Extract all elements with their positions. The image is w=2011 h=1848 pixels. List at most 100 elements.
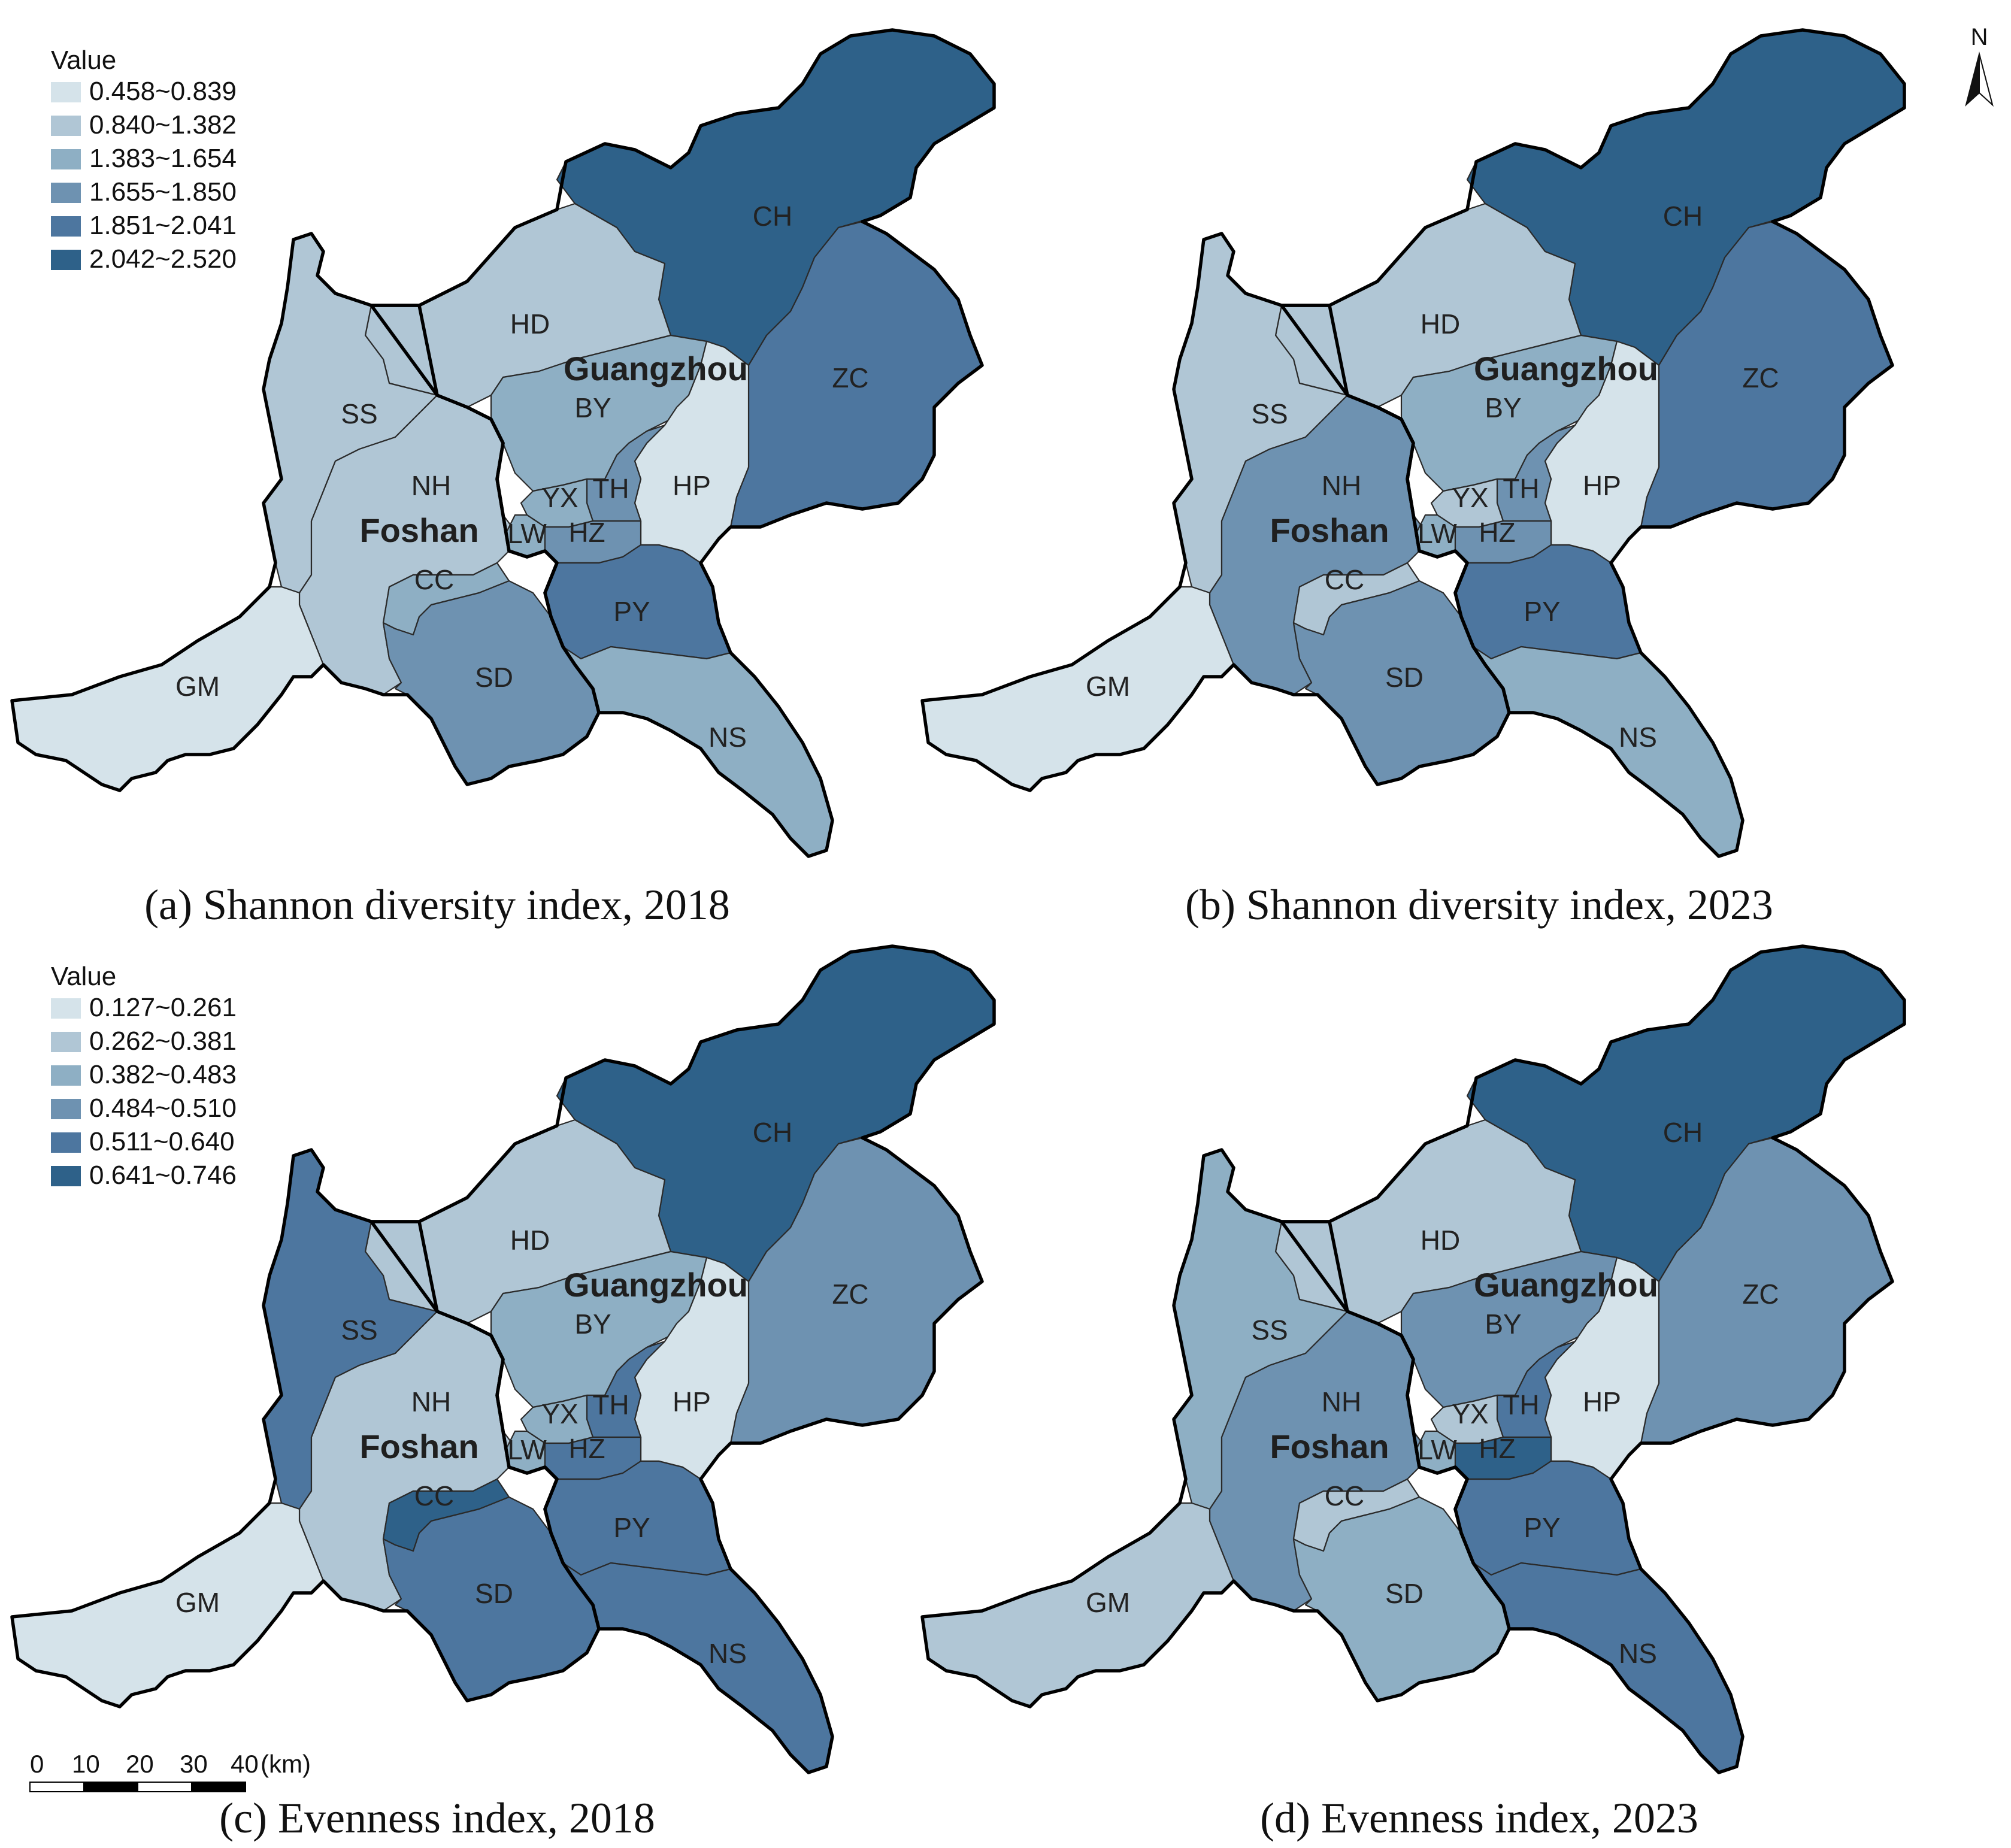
label-hd: HD <box>510 308 550 340</box>
caption-a: (a) Shannon diversity index, 2018 <box>144 881 730 929</box>
label-guangzhou: Guangzhou <box>564 350 748 387</box>
legend-range-label: 0.641~0.746 <box>89 1161 237 1190</box>
legend-range-label: 0.262~0.381 <box>89 1026 237 1056</box>
label-hp: HP <box>673 1386 711 1417</box>
label-ss: SS <box>341 398 377 429</box>
label-th: TH <box>1503 473 1539 504</box>
label-nh: NH <box>411 470 451 501</box>
scale-tick-20: 20 <box>126 1750 154 1778</box>
legend-range-label: 0.458~0.839 <box>89 77 237 106</box>
caption-d: (d) Evenness index, 2023 <box>1260 1794 1698 1842</box>
label-hz: HZ <box>1479 517 1515 548</box>
label-hp: HP <box>1583 470 1621 501</box>
label-sd: SD <box>475 662 513 693</box>
scale-ticks: 0 10 20 30 40 (km) <box>30 1750 311 1778</box>
label-foshan: Foshan <box>359 511 478 549</box>
city-boundary-guangzhou <box>1280 944 1906 1774</box>
label-py: PY <box>1524 596 1560 627</box>
label-gm: GM <box>1086 671 1130 702</box>
legend-items: 0.127~0.261 0.262~0.381 0.382~0.483 0.484~0… <box>51 993 237 1190</box>
legend-range-label: 1.383~1.654 <box>89 144 237 173</box>
scale-bar: 0 10 20 30 40 (km) <box>29 1750 311 1792</box>
label-zc: ZC <box>1742 362 1779 393</box>
city-boundary-guangzhou <box>370 944 996 1774</box>
scale-tick-10: 10 <box>72 1750 100 1778</box>
legend-swatch <box>51 183 81 203</box>
label-nh: NH <box>1322 1386 1361 1417</box>
district-NS <box>1472 1562 1744 1774</box>
legend-swatch <box>51 1166 81 1186</box>
legend-range-label: 0.382~0.483 <box>89 1060 237 1089</box>
label-hz: HZ <box>568 517 605 548</box>
label-ns: NS <box>708 722 747 753</box>
legend-range-label: 0.127~0.261 <box>89 993 237 1022</box>
caption-b: (b) Shannon diversity index, 2023 <box>1185 881 1773 929</box>
label-sd: SD <box>475 1578 513 1609</box>
label-zc: ZC <box>832 362 868 393</box>
district-NH <box>1209 1310 1432 1612</box>
label-yx: YX <box>1452 482 1488 513</box>
scale-tick-40: 40 <box>231 1750 259 1778</box>
city-boundary-guangzhou <box>1280 28 1906 858</box>
legend-range-label: 2.042~2.520 <box>89 244 237 274</box>
label-by: BY <box>1485 392 1521 423</box>
label-yx: YX <box>541 482 578 513</box>
labels-panel-d: CH ZC HD Guangzhou BY SS NH TH YX HP Fos… <box>1086 1117 1779 1669</box>
label-py: PY <box>1524 1512 1560 1543</box>
label-cc: CC <box>414 564 454 595</box>
label-nh: NH <box>1322 470 1361 501</box>
label-cc: CC <box>1325 1480 1364 1511</box>
label-zc: ZC <box>1742 1279 1779 1310</box>
label-ss: SS <box>1251 1314 1288 1346</box>
label-nh: NH <box>411 1386 451 1417</box>
map-panel-c <box>10 944 996 1774</box>
label-ch: CH <box>1663 201 1703 232</box>
label-ss: SS <box>341 1314 377 1346</box>
city-boundary-guangzhou <box>370 28 996 858</box>
label-ch: CH <box>1663 1117 1703 1148</box>
scale-tick-0: 0 <box>30 1750 44 1778</box>
label-py: PY <box>613 596 650 627</box>
scale-unit: (km) <box>261 1750 311 1778</box>
scale-tick-30: 30 <box>180 1750 208 1778</box>
label-guangzhou: Guangzhou <box>1474 1266 1658 1304</box>
legend-items: 0.458~0.839 0.840~1.382 1.383~1.654 1.655~1… <box>51 77 237 274</box>
label-gm: GM <box>175 1587 220 1618</box>
labels-panel-b: CH ZC HD Guangzhou BY SS NH TH YX HP Fos… <box>1086 201 1779 753</box>
legend-range-label: 1.655~1.850 <box>89 177 237 207</box>
labels-panel-c: CH ZC HD Guangzhou BY SS NH TH YX HP Fos… <box>175 1117 869 1669</box>
north-arrow: N <box>1965 24 1994 107</box>
label-cc: CC <box>414 1480 454 1511</box>
district-NH <box>1209 394 1432 696</box>
label-foshan: Foshan <box>1270 511 1389 549</box>
label-th: TH <box>592 1389 629 1420</box>
labels-panel-a: CH ZC HD Guangzhou BY SS NH TH YX HP Fos… <box>175 201 869 753</box>
label-ns: NS <box>1619 1638 1657 1669</box>
legend-range-label: 1.851~2.041 <box>89 211 237 240</box>
label-by: BY <box>574 1308 611 1340</box>
label-foshan: Foshan <box>1270 1428 1389 1465</box>
legend-swatch <box>51 82 81 102</box>
label-guangzhou: Guangzhou <box>1474 350 1658 387</box>
legend-swatch <box>51 116 81 136</box>
label-zc: ZC <box>832 1279 868 1310</box>
map-panel-b <box>920 28 1906 858</box>
label-ns: NS <box>708 1638 747 1669</box>
district-NH <box>298 1310 522 1612</box>
legend-swatch <box>51 1032 81 1052</box>
label-ch: CH <box>753 1117 792 1148</box>
legend-title: Value <box>51 46 116 75</box>
label-ns: NS <box>1619 722 1657 753</box>
label-cc: CC <box>1325 564 1364 595</box>
legend-swatch <box>51 1065 81 1086</box>
district-NS <box>1472 646 1744 858</box>
map-panel-d <box>920 944 1906 1774</box>
label-by: BY <box>1485 1308 1521 1340</box>
label-yx: YX <box>1452 1398 1488 1429</box>
legend-range-label: 0.511~0.640 <box>89 1127 235 1156</box>
label-lw: LW <box>507 1434 547 1465</box>
label-hd: HD <box>1421 1225 1460 1256</box>
label-hz: HZ <box>1479 1433 1515 1464</box>
legend-swatch <box>51 1099 81 1119</box>
